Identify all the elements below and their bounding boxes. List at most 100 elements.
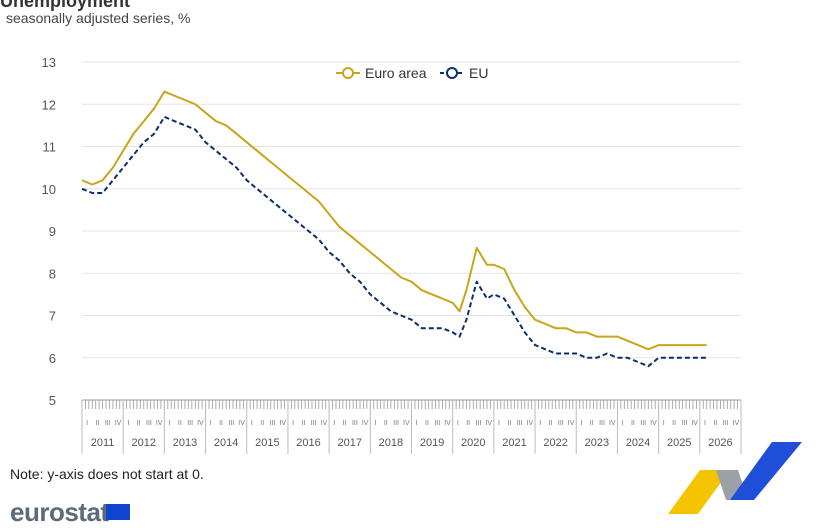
quarter-label: II — [96, 420, 100, 427]
y-tick-label: 5 — [49, 393, 56, 408]
quarter-label: IV — [403, 420, 410, 427]
year-label: 2015 — [255, 437, 279, 449]
legend-item-euro-area[interactable]: Euro area — [336, 65, 427, 81]
quarter-label: I — [539, 420, 541, 427]
chart-subtitle: seasonally adjusted series, % — [6, 10, 191, 26]
quarter-label: II — [713, 420, 717, 427]
quarter-label: II — [219, 420, 223, 427]
quarter-label: II — [549, 420, 553, 427]
legend-marker — [342, 67, 354, 79]
quarter-label: I — [457, 420, 459, 427]
quarter-label: III — [146, 420, 152, 427]
legend[interactable]: Euro area EU — [336, 65, 488, 81]
quarter-label: II — [507, 420, 511, 427]
quarter-label: IV — [321, 420, 328, 427]
grid — [82, 61, 741, 359]
quarter-label: I — [580, 420, 582, 427]
quarter-label: III — [640, 420, 646, 427]
quarter-label: III — [517, 420, 523, 427]
y-tick-label: 9 — [49, 224, 56, 239]
quarter-label: I — [169, 420, 171, 427]
quarter-label: II — [425, 420, 429, 427]
quarter-label: III — [681, 420, 687, 427]
quarter-label: II — [590, 420, 594, 427]
quarter-label: III — [352, 420, 358, 427]
quarter-label: IV — [156, 420, 163, 427]
quarter-label: IV — [650, 420, 657, 427]
quarter-label: III — [393, 420, 399, 427]
quarter-label: II — [672, 420, 676, 427]
year-label: 2018 — [379, 437, 403, 449]
legend-label: Euro area — [365, 65, 427, 81]
quarter-label: IV — [527, 420, 534, 427]
quarter-label: III — [311, 420, 317, 427]
quarter-label: IV — [485, 420, 492, 427]
y-tick-label: 10 — [42, 182, 56, 197]
series-lines — [81, 90, 707, 368]
year-label: 2014 — [214, 437, 238, 449]
quarter-label: IV — [197, 420, 204, 427]
quarter-label: III — [228, 420, 234, 427]
quarter-label: IV — [362, 420, 369, 427]
quarter-label: IV — [115, 420, 122, 427]
quarter-label: IV — [238, 420, 245, 427]
quarter-label: III — [434, 420, 440, 427]
year-label: 2021 — [502, 437, 526, 449]
y-tick-label: 12 — [42, 97, 56, 112]
y-tick-label: 11 — [43, 140, 57, 155]
series-line-euro-area[interactable] — [81, 90, 707, 351]
quarter-label: II — [343, 420, 347, 427]
quarter-label: IV — [279, 420, 286, 427]
quarter-label: I — [622, 420, 624, 427]
quarter-label: I — [416, 420, 418, 427]
year-label: 2017 — [337, 437, 361, 449]
quarter-label: I — [251, 420, 253, 427]
quarter-label: II — [178, 420, 182, 427]
quarter-label: II — [260, 420, 264, 427]
y-tick-label: 7 — [49, 309, 56, 324]
year-label: 2023 — [585, 437, 609, 449]
quarter-label: I — [704, 420, 706, 427]
year-label: 2012 — [132, 437, 156, 449]
series-line-eu[interactable] — [81, 115, 707, 368]
quarter-label: III — [476, 420, 482, 427]
quarter-label: IV — [691, 420, 698, 427]
quarter-label: II — [631, 420, 635, 427]
quarter-label: II — [137, 420, 141, 427]
year-label: 2022 — [543, 437, 567, 449]
y-tick-label: 8 — [49, 266, 56, 281]
legend-marker — [446, 67, 458, 79]
quarter-label: II — [384, 420, 388, 427]
y-tick-label: 13 — [42, 55, 56, 70]
quarter-label: III — [558, 420, 564, 427]
quarter-label: II — [301, 420, 305, 427]
year-label: 2020 — [461, 437, 485, 449]
legend-item-eu[interactable]: EU — [440, 65, 488, 81]
quarter-label: III — [723, 420, 729, 427]
quarter-label: I — [498, 420, 500, 427]
quarter-label: III — [187, 420, 193, 427]
quarter-label: II — [466, 420, 470, 427]
quarter-label: IV — [609, 420, 616, 427]
y-tick-label: 6 — [49, 351, 56, 366]
quarter-label: I — [333, 420, 335, 427]
quarter-label: I — [127, 420, 129, 427]
year-label: 2011 — [91, 437, 115, 449]
eu-flag-icon — [106, 504, 130, 520]
quarter-label: IV — [568, 420, 575, 427]
quarter-label: I — [663, 420, 665, 427]
y-axis-labels: 5 6 7 8 9 10 11 12 13 — [42, 55, 56, 408]
year-label: 2026 — [708, 437, 732, 449]
year-label: 2024 — [626, 437, 650, 449]
quarter-label: I — [374, 420, 376, 427]
quarter-label: I — [86, 420, 88, 427]
eurostat-corner-logo-icon — [668, 442, 802, 514]
year-label: 2013 — [173, 437, 197, 449]
quarter-label: III — [105, 420, 111, 427]
legend-label: EU — [469, 65, 488, 81]
footnote: Note: y-axis does not start at 0. — [10, 466, 204, 482]
quarter-label: I — [292, 420, 294, 427]
year-label: 2025 — [667, 437, 691, 449]
